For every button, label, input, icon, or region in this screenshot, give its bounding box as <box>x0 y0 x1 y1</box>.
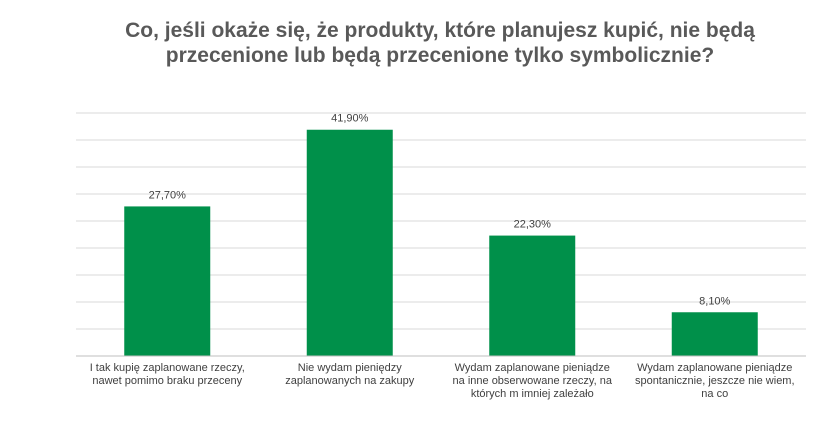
data-label-4: 8,10% <box>699 295 730 307</box>
data-label-3: 22,30% <box>514 219 552 231</box>
category-label-2: Nie wydam pieniędzy zaplanowanych na zak… <box>285 362 415 387</box>
chart-title: Co, jeśli okaże się, że produkty, które … <box>125 19 755 67</box>
bar-3 <box>489 235 576 356</box>
data-labels: 27,70% 41,90% 22,30% 8,10% <box>149 113 731 308</box>
category-label-4: Wydam zaplanowane pieniądze spontaniczni… <box>634 362 795 400</box>
data-label-1: 27,70% <box>149 189 187 201</box>
bar-1 <box>124 206 211 356</box>
bars <box>124 129 758 356</box>
category-label-1: I tak kupię zaplanowane rzeczy, nawet po… <box>89 362 245 387</box>
bar-2 <box>306 129 393 356</box>
category-label-3: Wydam zaplanowane pieniądze na inne obse… <box>452 362 612 400</box>
bar-4 <box>671 312 758 356</box>
data-label-2: 41,90% <box>331 113 369 125</box>
